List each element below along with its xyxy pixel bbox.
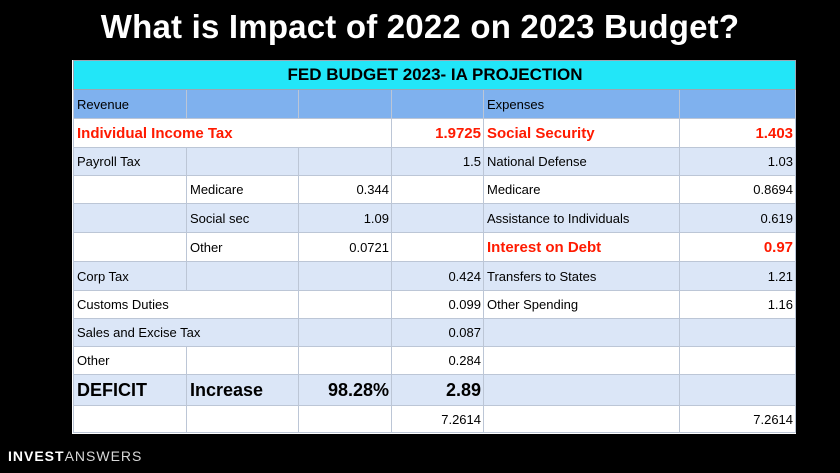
brand-light: ANSWERS <box>64 448 143 464</box>
page-title: What is Impact of 2022 on 2023 Budget? <box>100 8 740 45</box>
table-row: Payroll Tax 1.5 National Defense 1.03 <box>73 147 797 176</box>
header-row: Revenue Expenses <box>73 89 797 119</box>
table-row: Sales and Excise Tax 0.087 <box>73 318 797 347</box>
table-row: Individual Income Tax 1.9725 Social Secu… <box>73 118 797 148</box>
expense-label: National Defense <box>483 147 680 176</box>
banner-row: FED BUDGET 2023- IA PROJECTION <box>72 60 797 90</box>
payroll-sub-label: Other <box>186 232 299 262</box>
payroll-sub-value: 1.09 <box>298 203 392 233</box>
revenue-label: Customs Duties <box>73 290 299 319</box>
revenue-label: Other <box>73 346 187 375</box>
table-banner: FED BUDGET 2023- IA PROJECTION <box>72 60 797 90</box>
table-row: Other 0.0721 Interest on Debt 0.97 <box>73 232 797 262</box>
table-row: Other 0.284 <box>73 346 797 375</box>
increase-label: Increase <box>186 374 299 406</box>
table-row: Medicare 0.344 Medicare 0.8694 <box>73 175 797 204</box>
table-row: Social sec 1.09 Assistance to Individual… <box>73 203 797 233</box>
deficit-amount: 2.89 <box>391 374 484 406</box>
revenue-header: Revenue <box>73 89 187 119</box>
payroll-sub-label: Medicare <box>186 175 299 204</box>
revenue-total: 0.099 <box>391 290 484 319</box>
payroll-sub-value: 0.344 <box>298 175 392 204</box>
revenue-total: 0.087 <box>391 318 484 347</box>
brand-bold: INVEST <box>8 448 65 464</box>
deficit-label: DEFICIT <box>73 374 187 406</box>
revenue-total: 1.5 <box>391 147 484 176</box>
totals-row: 7.2614 7.2614 <box>73 405 797 433</box>
expense-value: 1.21 <box>678 261 797 291</box>
expense-label: Assistance to Individuals <box>483 203 680 233</box>
payroll-sub-value: 0.0721 <box>298 232 392 262</box>
expenses-grand-total: 7.2614 <box>678 405 797 433</box>
revenue-total: 0.424 <box>391 261 484 291</box>
expense-value: 1.03 <box>678 147 797 176</box>
revenue-total: 1.9725 <box>391 118 484 148</box>
expense-label: Transfers to States <box>483 261 680 291</box>
budget-table: FED BUDGET 2023- IA PROJECTION Revenue E… <box>72 60 797 433</box>
revenue-label: Corp Tax <box>73 261 187 291</box>
expenses-header: Expenses <box>483 89 680 119</box>
revenue-label: Payroll Tax <box>73 147 187 176</box>
expense-label: Other Spending <box>483 290 680 319</box>
expense-value: 0.8694 <box>678 175 797 204</box>
budget-sheet: FED BUDGET 2023- IA PROJECTION Revenue E… <box>72 60 797 434</box>
expense-value: 0.97 <box>678 232 797 262</box>
expense-value: 0.619 <box>678 203 797 233</box>
revenue-label: Individual Income Tax <box>73 118 392 148</box>
expense-label: Interest on Debt <box>483 232 680 262</box>
revenue-label: Sales and Excise Tax <box>73 318 299 347</box>
table-row: Customs Duties 0.099 Other Spending 1.16 <box>73 290 797 319</box>
expense-label: Medicare <box>483 175 680 204</box>
expense-label: Social Security <box>483 118 680 148</box>
revenue-total: 0.284 <box>391 346 484 375</box>
expense-value: 1.16 <box>678 290 797 319</box>
revenue-grand-total: 7.2614 <box>391 405 484 433</box>
expense-value: 1.403 <box>678 118 797 148</box>
brand-logo: INVESTANSWERS <box>8 448 142 464</box>
table-row: Corp Tax 0.424 Transfers to States 1.21 <box>73 261 797 291</box>
increase-percent: 98.28% <box>298 374 392 406</box>
payroll-sub-label: Social sec <box>186 203 299 233</box>
deficit-row: DEFICIT Increase 98.28% 2.89 <box>73 374 797 406</box>
